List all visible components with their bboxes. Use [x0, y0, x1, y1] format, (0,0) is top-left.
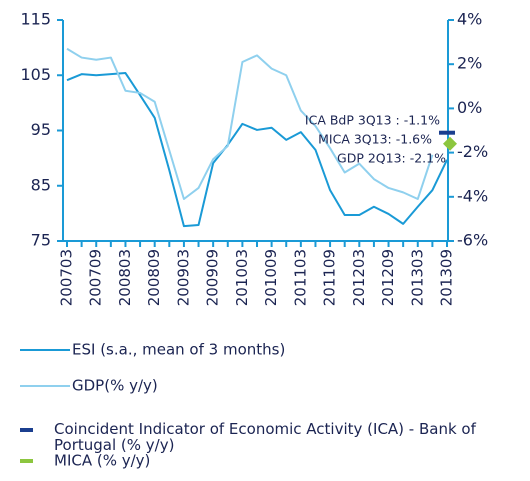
annotation: ICA BdP 3Q13 : -1.1% — [305, 113, 440, 128]
y-tick-label: 115 — [20, 10, 51, 29]
y2-tick-label: -2% — [457, 142, 488, 161]
legend-label: Coincident Indicator of Economic Activit… — [54, 421, 476, 454]
x-tick-label: 200909 — [204, 249, 222, 306]
x-tick-label: 201203 — [350, 249, 368, 306]
y2-tick-label: -6% — [457, 231, 488, 250]
mica-marker — [443, 136, 457, 151]
x-tick-label: 201309 — [438, 249, 456, 306]
y2-tick-label: -4% — [457, 186, 488, 205]
y-tick-label: 105 — [20, 65, 51, 84]
y-tick-label: 85 — [31, 175, 51, 194]
annotation: MICA 3Q13: -1.6% — [318, 132, 432, 147]
x-tick-label: 200809 — [145, 249, 163, 306]
x-tick-label: 201003 — [233, 249, 251, 306]
x-tick-label: 201009 — [262, 249, 280, 306]
legend-label: GDP(% y/y) — [72, 377, 158, 395]
legend-label: MICA (% y/y) — [54, 452, 150, 470]
x-tick-label: 200709 — [87, 249, 105, 306]
y2-tick-label: 4% — [457, 10, 482, 29]
x-tick-label: 201209 — [379, 249, 397, 306]
x-tick-label: 201103 — [291, 249, 309, 306]
x-tick-label: 201303 — [408, 249, 426, 306]
series-line — [66, 72, 448, 228]
x-tick-label: 201109 — [321, 249, 339, 306]
y-tick-label: 75 — [31, 231, 51, 250]
series-line — [66, 47, 434, 201]
annotation: GDP 2Q13: -2.1% — [337, 151, 446, 166]
legend-label: ESI (s.a., mean of 3 months) — [72, 341, 285, 359]
x-tick-label: 200903 — [174, 249, 192, 306]
x-tick-label: 200803 — [116, 249, 134, 306]
legend-label-box: Coincident Indicator of Economic Activit… — [54, 421, 476, 454]
y2-tick-label: 0% — [457, 98, 482, 117]
y-tick-label: 95 — [31, 120, 51, 139]
y2-tick-label: 2% — [457, 54, 482, 73]
x-tick-label: 200703 — [58, 249, 76, 306]
